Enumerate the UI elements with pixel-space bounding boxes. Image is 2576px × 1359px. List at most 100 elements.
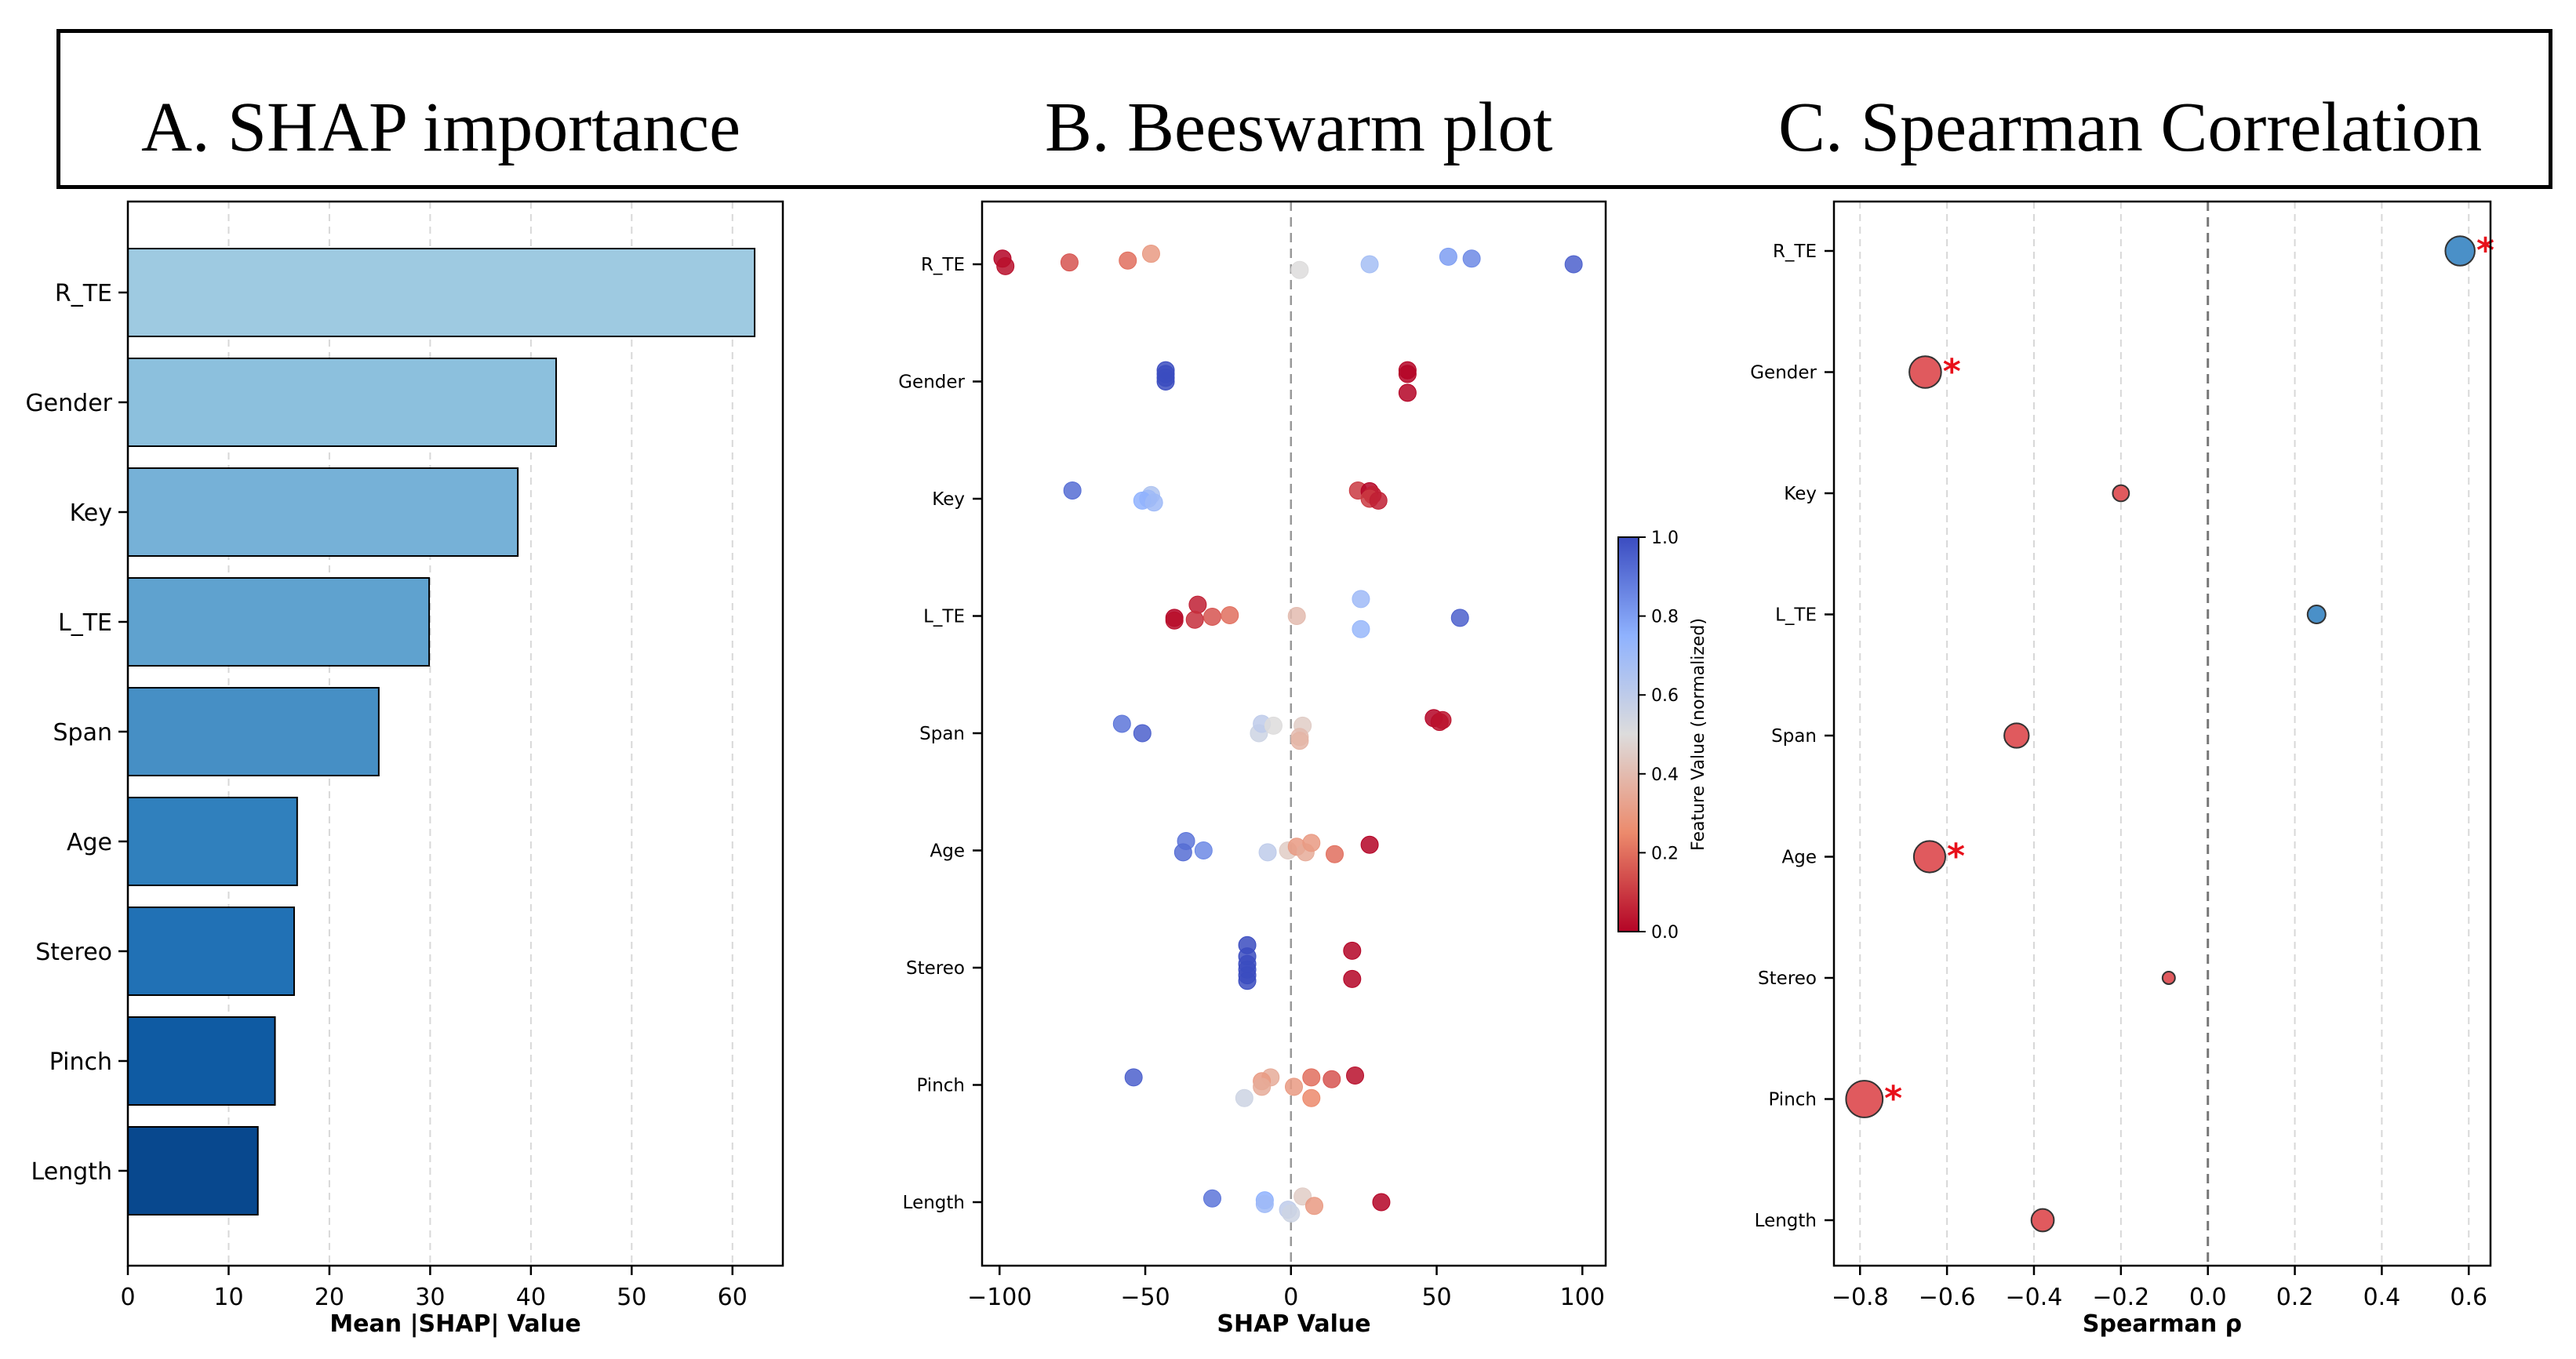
point-length <box>1255 1194 1274 1213</box>
correlation-point <box>1908 355 1942 389</box>
panel-c-spearman: * R_TE * Gender Key L_TE Span * Age Stereo * Pinch L… <box>1750 200 2494 1338</box>
x-tick-label: 40 <box>516 1284 546 1311</box>
point-span <box>1112 714 1131 733</box>
y-tick-label: Length <box>31 1158 112 1186</box>
correlation-point <box>2003 722 2030 749</box>
x-tick-label: −100 <box>967 1284 1031 1311</box>
point-r-te <box>1439 247 1457 266</box>
y-tick-label: R_TE <box>921 255 965 275</box>
y-tick-label: Gender <box>25 390 112 417</box>
correlation-point <box>2444 235 2476 267</box>
point-l-te <box>1188 595 1207 614</box>
x-tick-label: 50 <box>1421 1284 1451 1311</box>
bar <box>127 1126 259 1215</box>
x-tick-label: 0 <box>1283 1284 1298 1311</box>
y-tick-label: R_TE <box>1773 242 1817 262</box>
panel-b-title: B. Beeswarm plot <box>1045 89 1553 166</box>
x-tick-label: 0.4 <box>2363 1284 2401 1311</box>
y-tick-label: Span <box>919 724 965 744</box>
y-tick-label: L_TE <box>923 607 965 627</box>
bar <box>127 687 380 776</box>
x-axis-label: Spearman ρ <box>2083 1310 2242 1338</box>
y-tick-label: Length <box>903 1193 965 1213</box>
point-key <box>1369 491 1388 510</box>
panel-a-title: A. SHAP importance <box>141 89 741 166</box>
x-tick-label: −0.6 <box>1919 1284 1976 1311</box>
y-tick-label: Length <box>1755 1211 1817 1231</box>
y-tick-label: Age <box>1782 848 1817 868</box>
plot-frame <box>981 200 1607 1267</box>
point-key <box>1144 493 1163 512</box>
point-key <box>1063 481 1082 500</box>
point-pinch <box>1235 1088 1253 1107</box>
point-r-te <box>1564 255 1583 274</box>
y-tick-label: R_TE <box>55 280 112 307</box>
y-tick-label: Key <box>70 500 112 527</box>
colorbar-tick-label: 0.4 <box>1651 765 1679 785</box>
point-gender <box>1398 383 1417 402</box>
significance-marker: * <box>1884 1079 1902 1119</box>
bar <box>127 248 756 337</box>
colorbar-label: Feature Value (normalized) <box>1689 618 1708 851</box>
point-stereo <box>1343 969 1362 988</box>
point-r-te <box>1141 245 1160 263</box>
significance-marker: * <box>1943 352 1961 392</box>
x-tick-label: −0.2 <box>2092 1284 2149 1311</box>
point-span <box>1133 724 1152 743</box>
y-tick-label: Age <box>930 841 965 862</box>
point-length <box>1282 1204 1301 1223</box>
y-tick-label: Pinch <box>49 1048 112 1076</box>
point-age <box>1173 843 1192 862</box>
correlation-point <box>1912 840 1947 874</box>
x-tick-label: 0.6 <box>2450 1284 2487 1311</box>
y-tick-label: Stereo <box>906 958 965 979</box>
correlation-point <box>2306 605 2327 624</box>
plot-frame <box>126 200 784 1267</box>
point-age <box>1302 834 1321 852</box>
y-tick-label: Key <box>932 489 965 510</box>
colorbar <box>1617 536 1639 932</box>
point-pinch <box>1253 1077 1272 1096</box>
point-gender <box>1398 365 1417 383</box>
panel-a-bar-chart: R_TE Gender Key L_TE Span Age Stereo Pinch Lengt… <box>25 200 784 1338</box>
point-l-te <box>1221 606 1239 625</box>
point-l-te <box>1185 610 1204 629</box>
point-r-te <box>1060 253 1079 272</box>
point-span <box>1433 710 1452 729</box>
y-tick-label: Pinch <box>1768 1090 1817 1110</box>
x-tick-label: 20 <box>315 1284 344 1311</box>
point-l-te <box>1352 620 1370 638</box>
y-tick-label: Pinch <box>916 1076 965 1096</box>
x-tick-label: −0.8 <box>1832 1284 1889 1311</box>
correlation-point <box>2161 971 2176 985</box>
point-length <box>1202 1189 1221 1208</box>
x-tick-label: 30 <box>415 1284 445 1311</box>
point-span <box>1264 716 1283 735</box>
colorbar-tick-label: 0.8 <box>1651 608 1679 627</box>
x-tick-label: −50 <box>1120 1284 1170 1311</box>
correlation-point <box>2112 484 2130 503</box>
colorbar-tick-label: 0.2 <box>1651 844 1679 863</box>
bar <box>127 907 295 996</box>
bar <box>127 797 298 886</box>
point-stereo <box>1343 941 1362 960</box>
point-age <box>1360 835 1379 854</box>
point-l-te <box>1202 607 1221 626</box>
point-r-te <box>1360 255 1379 274</box>
point-age <box>1194 841 1213 859</box>
significance-marker: * <box>2476 231 2494 271</box>
point-l-te <box>1450 609 1469 627</box>
y-tick-label: Stereo <box>1758 968 1817 989</box>
colorbar-tick-label: 1.0 <box>1651 529 1679 548</box>
x-tick-label: 10 <box>213 1284 243 1311</box>
y-tick-label: Age <box>67 829 112 856</box>
point-pinch <box>1285 1077 1303 1096</box>
y-tick-label: Stereo <box>35 939 112 966</box>
point-r-te <box>996 256 1015 275</box>
colorbar-tick-label: 0.0 <box>1651 923 1679 943</box>
point-age <box>1258 843 1277 862</box>
point-l-te <box>1287 607 1306 625</box>
y-tick-label: Gender <box>1750 363 1817 383</box>
point-length <box>1372 1193 1391 1212</box>
x-tick-label: 60 <box>718 1284 748 1311</box>
